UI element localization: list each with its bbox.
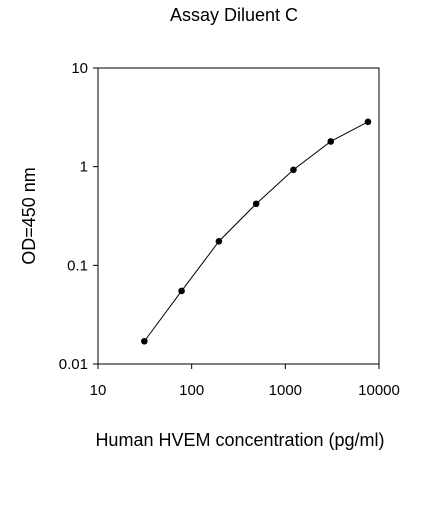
x-tick-label: 10 — [90, 382, 107, 399]
y-tick-label: 0.1 — [67, 257, 88, 274]
x-tick-label: 100 — [179, 382, 204, 399]
x-axis-label: Human HVEM concentration (pg/ml) — [95, 430, 384, 450]
y-axis-ticks: 10 1 0.1 0.01 — [59, 60, 98, 373]
y-axis-label: OD=450 nm — [19, 167, 39, 265]
data-point — [252, 200, 260, 208]
data-point — [215, 238, 223, 245]
series — [141, 118, 372, 345]
series-line — [143, 121, 369, 342]
y-tick-label: 1 — [80, 159, 88, 176]
chart-title: Assay Diluent C — [170, 5, 298, 25]
x-tick-label: 10000 — [358, 382, 400, 399]
y-tick-label: 0.01 — [59, 356, 88, 373]
x-tick-label: 1000 — [269, 382, 302, 399]
data-point — [364, 118, 372, 126]
plot-frame — [97, 67, 380, 365]
data-point — [290, 166, 297, 174]
y-tick-label: 10 — [71, 60, 88, 77]
data-point — [141, 337, 148, 345]
x-axis-ticks: 10 100 1000 10000 — [90, 364, 400, 399]
data-point — [178, 287, 185, 295]
data-point — [327, 138, 335, 145]
